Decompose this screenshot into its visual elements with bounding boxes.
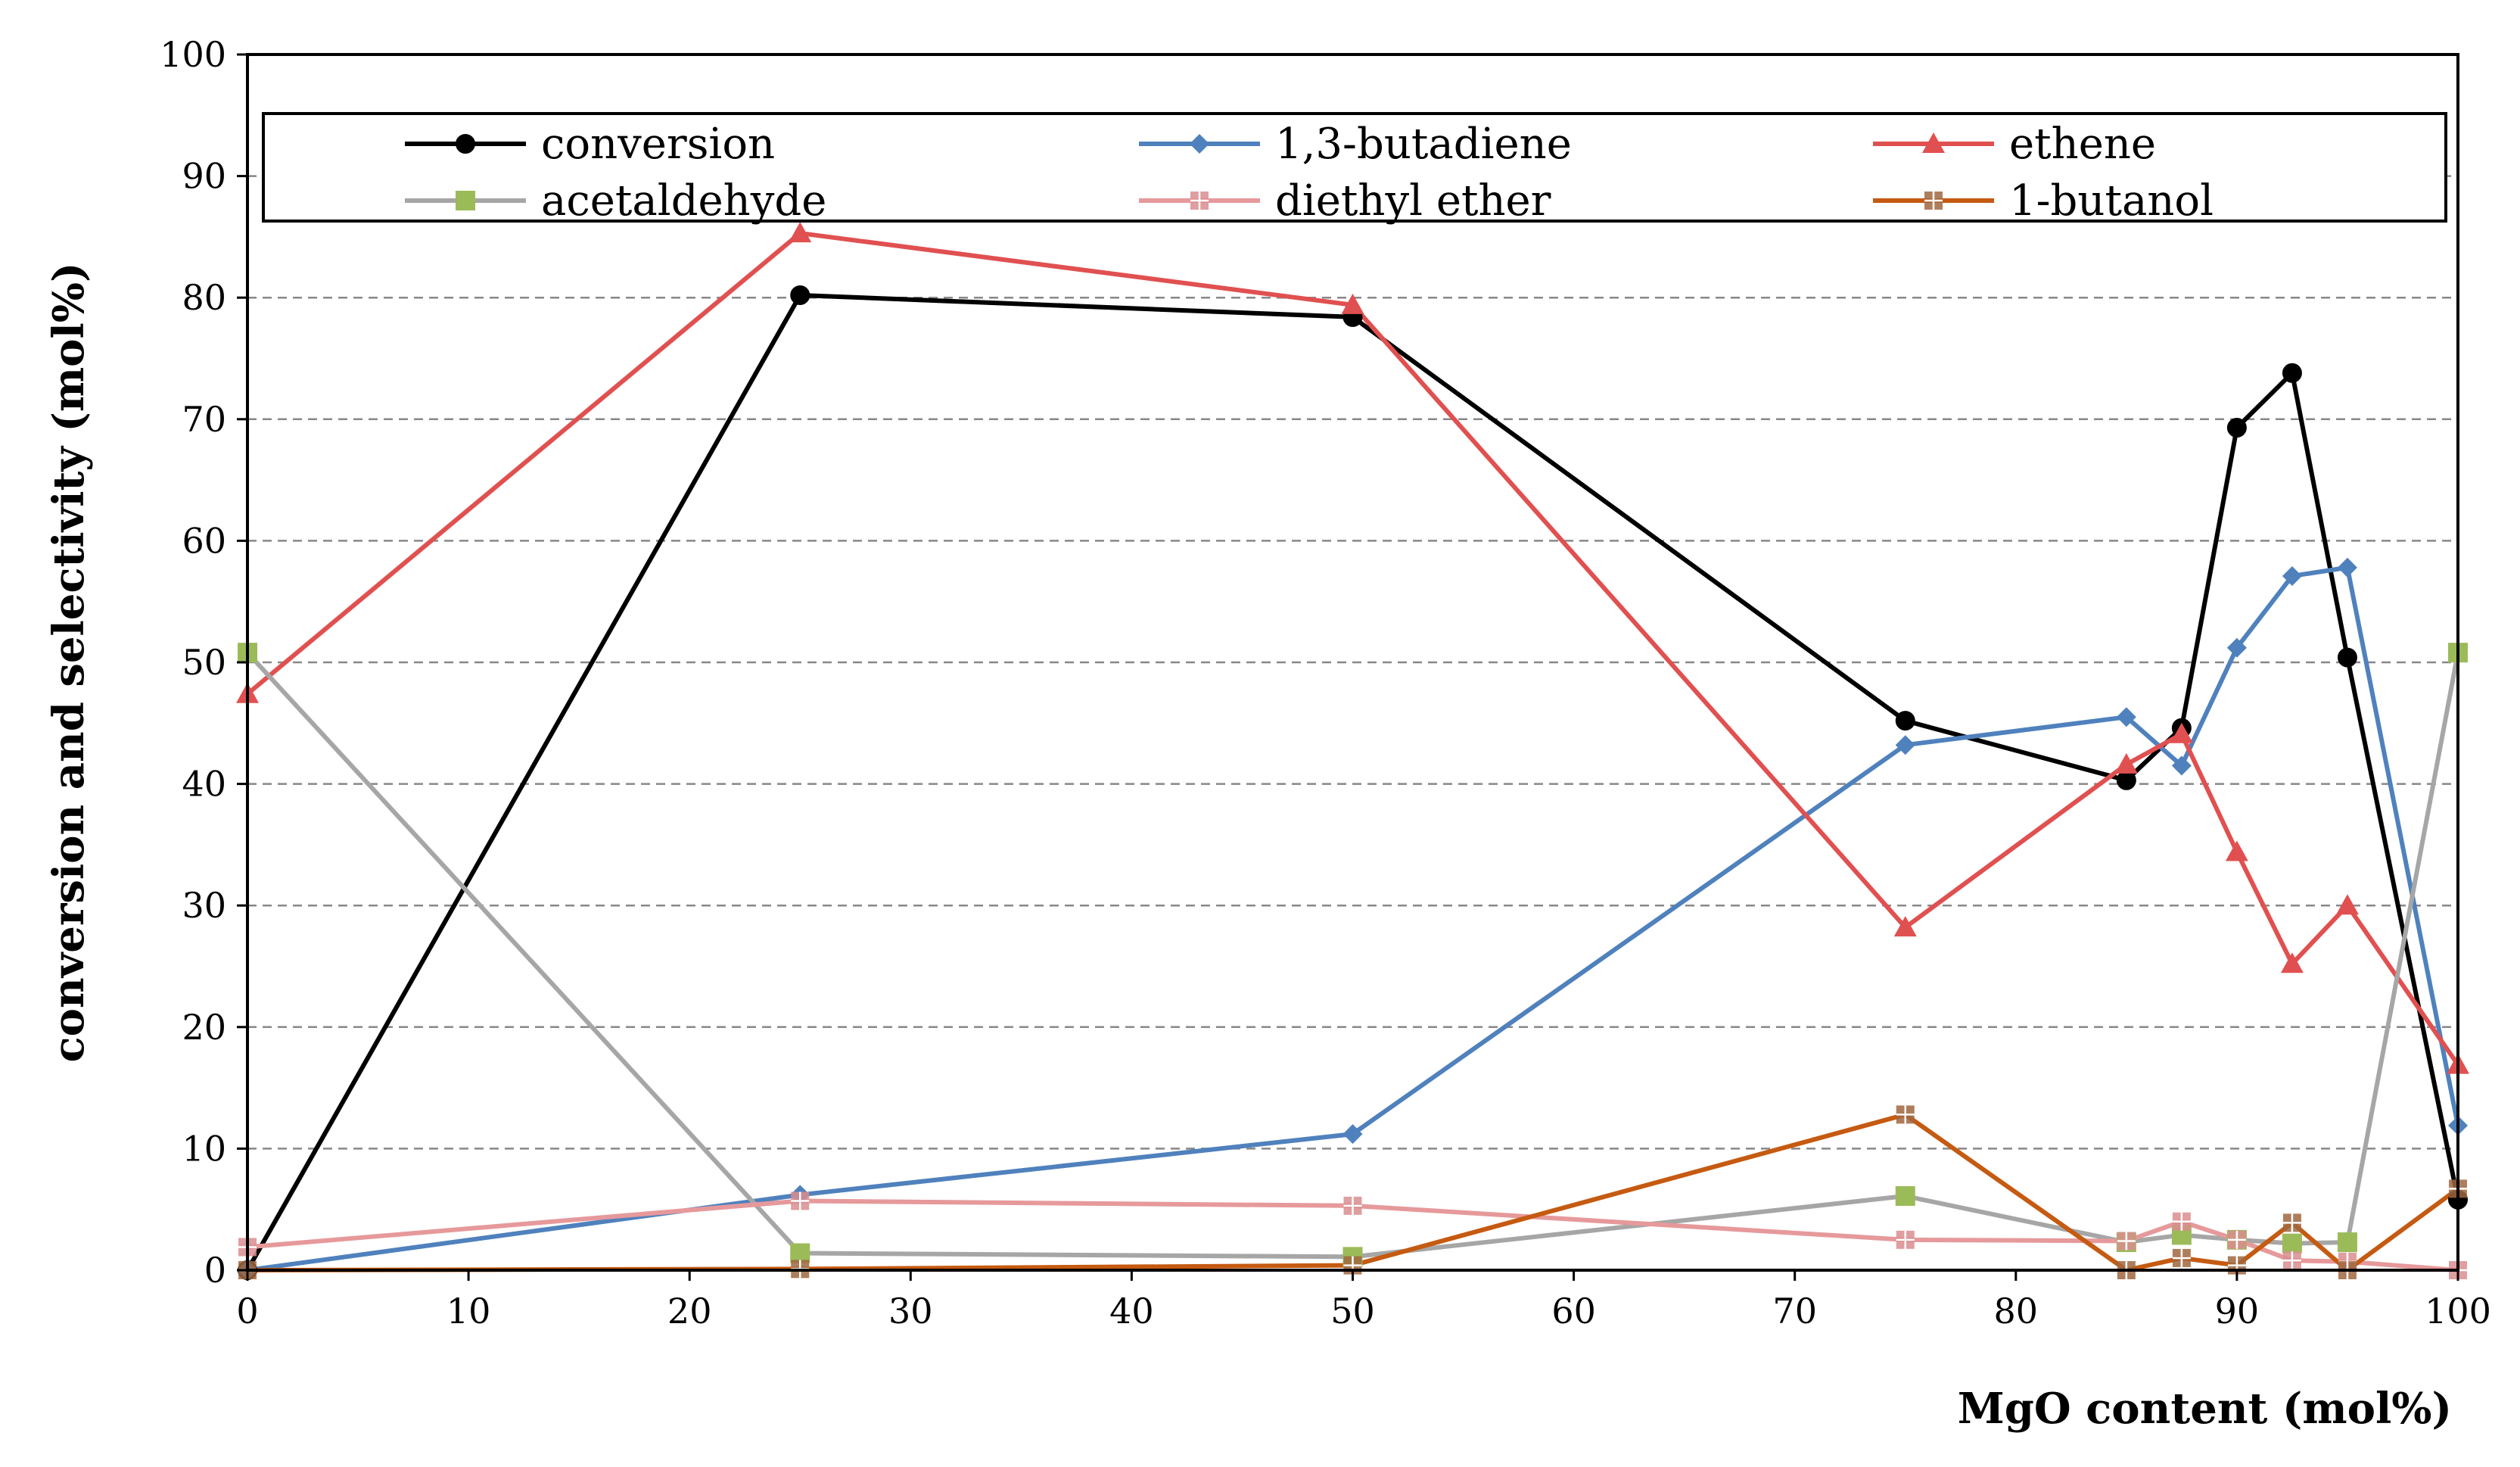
point-ethene-4 <box>2114 752 2138 774</box>
point-1-3-butadiene-2 <box>1342 1124 1363 1145</box>
point-diethyl-ether-1 <box>791 1191 810 1210</box>
y-tick-label-30: 30 <box>182 885 226 926</box>
point-conversion-1 <box>790 285 810 305</box>
point-conversion-4 <box>2116 770 2136 790</box>
legend-marker-ethene <box>1922 132 1945 153</box>
point-conversion-7 <box>2282 363 2302 383</box>
point-ethene-1 <box>789 222 812 243</box>
point-ethene-8 <box>2335 894 2359 915</box>
point-diethyl-ether-5 <box>2172 1212 2191 1231</box>
legend: conversion 1,3-butadiene ethene acetaldehyd… <box>262 112 2447 226</box>
series-line-acetaldehyde <box>245 650 2460 1260</box>
legend-marker-acetaldehyde <box>456 191 475 210</box>
point-1-butanol-7 <box>2282 1213 2301 1232</box>
x-tick-label-20: 20 <box>667 1291 712 1332</box>
point-ethene-6 <box>2225 840 2248 861</box>
y-tick-label-100: 100 <box>160 34 226 75</box>
series-line-diethyl-ether <box>245 1198 2460 1272</box>
point-1-3-butadiene-5 <box>2171 755 2192 776</box>
point-acetaldehyde-7 <box>2282 1233 2302 1254</box>
point-diethyl-ether-3 <box>1896 1230 1915 1249</box>
y-tick-label-20: 20 <box>182 1007 226 1048</box>
x-tick-label-30: 30 <box>888 1291 933 1332</box>
series-line-1-3-butadiene <box>245 565 2460 1272</box>
series-line-conversion <box>245 292 2460 1272</box>
y-tick-label-50: 50 <box>182 642 226 683</box>
legend-label-conversion: conversion <box>541 120 775 169</box>
x-tick-label-70: 70 <box>1772 1291 1817 1332</box>
y-tick-label-40: 40 <box>182 764 226 805</box>
point-conversion-6 <box>2226 418 2247 438</box>
x-tick-label-40: 40 <box>1109 1291 1154 1332</box>
x-tick-label-0: 0 <box>236 1291 258 1332</box>
point-1-3-butadiene-4 <box>2116 707 2136 727</box>
series-line-ethene <box>245 231 2460 1067</box>
legend-box <box>262 112 2447 223</box>
legend-marker-1-3-butadiene <box>1190 134 1209 154</box>
point-ethene-2 <box>1341 293 1364 314</box>
point-1-3-butadiene-6 <box>2226 637 2247 658</box>
legend-label-1-butanol: 1-butanol <box>2009 176 2214 226</box>
legend-label-diethyl-ether: diethyl ether <box>1275 176 1551 226</box>
point-diethyl-ether-4 <box>2117 1232 2136 1251</box>
point-conversion-8 <box>2337 647 2357 668</box>
legend-marker-conversion <box>456 134 475 154</box>
y-tick-label-70: 70 <box>182 399 226 440</box>
x-tick-label-60: 60 <box>1551 1291 1596 1332</box>
legend-marker-1-butanol <box>1924 192 1943 210</box>
x-tick-label-50: 50 <box>1330 1291 1375 1332</box>
point-acetaldehyde-1 <box>790 1243 810 1263</box>
point-1-butanol-3 <box>1896 1105 1915 1124</box>
series-lines <box>245 231 2460 1272</box>
point-acetaldehyde-3 <box>1895 1186 1915 1207</box>
point-diethyl-ether-6 <box>2227 1230 2246 1249</box>
y-tick-label-60: 60 <box>182 520 226 561</box>
x-tick-label-80: 80 <box>1994 1291 2039 1332</box>
point-1-butanol-5 <box>2172 1248 2191 1267</box>
legend-marker-diethyl-ether <box>1190 192 1209 210</box>
point-ethene-7 <box>2280 952 2304 973</box>
point-ethene-5 <box>2170 722 2193 743</box>
x-tick-label-10: 10 <box>446 1291 491 1332</box>
y-tick-label-10: 10 <box>182 1128 226 1169</box>
y-tick-label-90: 90 <box>182 156 226 197</box>
point-diethyl-ether-2 <box>1343 1196 1362 1215</box>
y-tick-label-0: 0 <box>204 1250 226 1291</box>
point-1-3-butadiene-7 <box>2282 565 2302 586</box>
legend-label-ethene: ethene <box>2009 120 2156 169</box>
point-1-3-butadiene-8 <box>2337 557 2357 578</box>
x-tick-label-100: 100 <box>2425 1291 2491 1332</box>
x-tick-label-90: 90 <box>2215 1291 2260 1332</box>
point-ethene-3 <box>1893 916 1917 937</box>
x-axis-title: MgO content (mol%) <box>1958 1384 2452 1434</box>
y-axis-title: conversion and selectivity (mol%) <box>44 263 94 1063</box>
legend-label-acetaldehyde: acetaldehyde <box>541 176 826 226</box>
series-line-1-butanol <box>245 1112 2460 1272</box>
point-acetaldehyde-8 <box>2337 1232 2357 1253</box>
point-diethyl-ether-7 <box>2282 1251 2301 1270</box>
axis-ticks: 0 10 20 30 40 50 60 70 80 90 100 0 10 20 30 40 50 60 70 80 9… <box>160 34 2491 1332</box>
point-conversion-3 <box>1895 711 1915 731</box>
y-tick-label-80: 80 <box>182 277 226 318</box>
point-1-3-butadiene-3 <box>1895 735 1915 755</box>
legend-label-1-3-butadiene: 1,3-butadiene <box>1275 120 1572 169</box>
